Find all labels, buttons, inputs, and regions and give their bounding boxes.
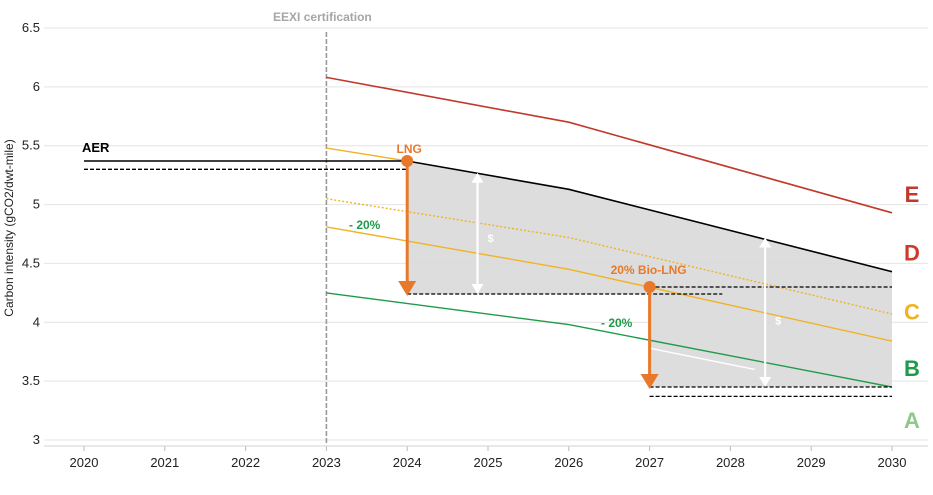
region-label-A: A [904,408,920,433]
savings-area-fill [407,161,892,387]
saving-arrow-2-head-bottom [759,377,772,388]
bio-lng-arrow-head [640,374,659,390]
y-tick-3: 3 [33,432,40,447]
x-tick-2021: 2021 [150,455,179,470]
lng-label: LNG [397,142,422,156]
reduction-label-1: - 20% [349,218,381,232]
y-tick-3.5: 3.5 [22,373,40,388]
series-line-C [326,147,408,162]
reduction-label-2: - 20% [601,316,633,330]
x-tick-2027: 2027 [635,455,664,470]
saving-arrow-1-head-bottom [471,284,484,295]
x-tick-2022: 2022 [231,455,260,470]
region-label-B: B [904,356,920,381]
x-tick-2024: 2024 [393,455,422,470]
bio-lng-arrow-point [643,280,656,293]
x-tick-2029: 2029 [797,455,826,470]
x-axis: 2020 2021 2022 2023 2024 2025 2026 2027 2028 2029… [44,445,928,470]
x-tick-2020: 2020 [70,455,99,470]
x-tick-2023: 2023 [312,455,341,470]
x-tick-2026: 2026 [554,455,583,470]
annotations: $ $ AER LNG 20% Bio-LNG - 20% - 20% [82,140,781,390]
dollar-label-2: $ [775,316,781,328]
series-line-B [326,292,893,388]
savings-area [407,161,892,387]
bio-lng-label: 20% Bio-LNG [611,263,687,277]
saving-arrow-1-head-top [471,172,484,183]
aer-label: AER [82,140,110,155]
eexi-certification-label: EEXI certification [273,10,372,24]
region-labels: E D C B A [904,182,920,433]
series-line-A-highlight [649,347,755,371]
y-axis: 3 3.5 4 4.5 5 5.5 6 6.5 [22,20,40,447]
y-tick-4.5: 4.5 [22,255,40,270]
y-tick-5: 5 [33,197,40,212]
x-tick-2025: 2025 [474,455,503,470]
y-tick-6: 6 [33,79,40,94]
x-tick-2030: 2030 [878,455,907,470]
dollar-label-1: $ [487,233,493,245]
y-axis-label: Carbon intensity (gCO2/dwt-mile) [2,139,16,316]
region-label-E: E [905,182,920,207]
y-tick-4: 4 [33,314,40,329]
x-tick-2028: 2028 [716,455,745,470]
region-label-D: D [904,241,920,266]
series-line-E [326,76,893,214]
region-label-C: C [904,300,920,325]
y-tick-5.5: 5.5 [22,138,40,153]
saving-arrow-2-head-top [759,237,772,248]
y-tick-6.5: 6.5 [22,20,40,35]
lng-arrow-point [401,155,414,168]
lng-arrow-head [398,281,417,297]
